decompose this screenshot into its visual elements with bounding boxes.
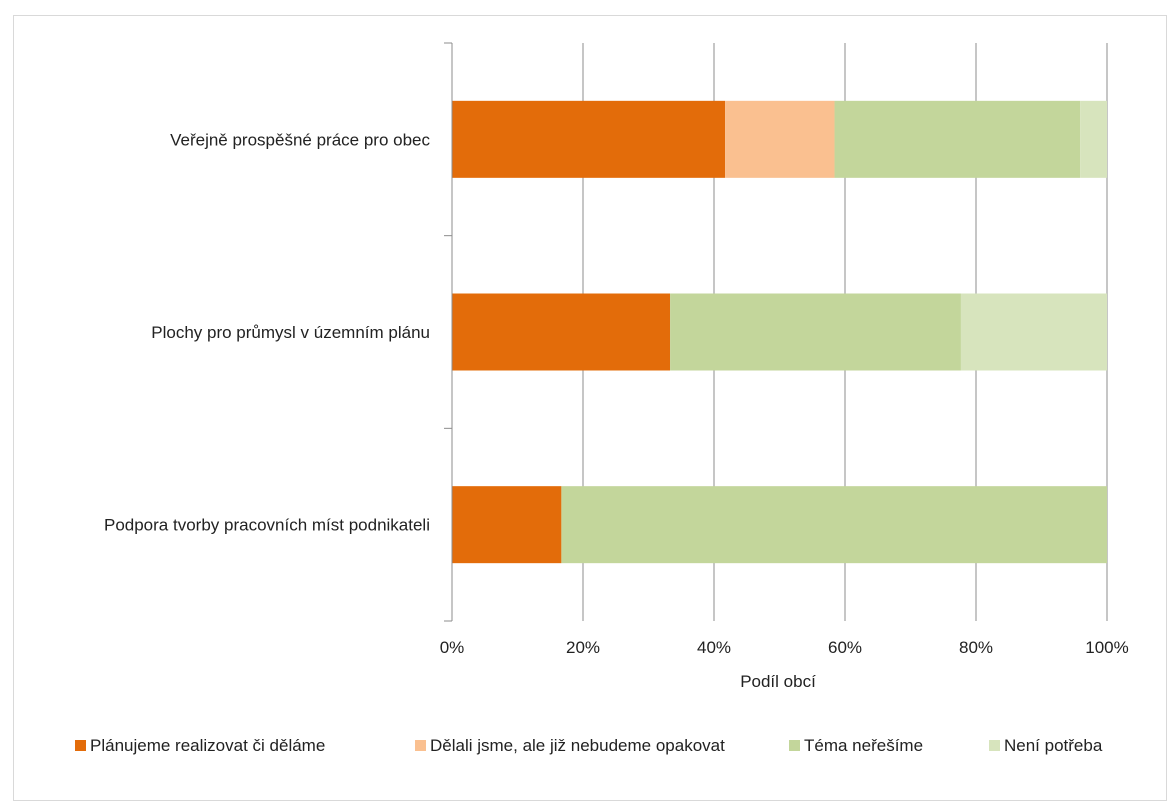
x-tick-label-3: 60% bbox=[828, 638, 862, 657]
category-label-1: Veřejně prospěšné práce pro obec bbox=[170, 130, 430, 149]
bar-neni-potreba-2 bbox=[960, 293, 1107, 371]
legend-item-delali-jsme-ale-jiz-nebudeme-opakovat: Dělali jsme, ale již nebudeme opakovat bbox=[415, 736, 725, 755]
category-label-3: Podpora tvorby pracovních míst podnikate… bbox=[104, 516, 430, 535]
x-axis-title: Podíl obcí bbox=[740, 672, 816, 691]
legend-swatch bbox=[75, 740, 86, 751]
bar-planujeme-realizovat-ci-delame-2 bbox=[452, 293, 671, 371]
chart-frame: Veřejně prospěšné práce pro obec Plochy p… bbox=[13, 15, 1167, 801]
category-labels: Veřejně prospěšné práce pro obec Plochy p… bbox=[104, 130, 431, 534]
bar-tema-neresime-3 bbox=[561, 486, 1107, 564]
legend-label: Téma neřešíme bbox=[804, 736, 923, 755]
legend-item-neni-potreba: Není potřeba bbox=[989, 736, 1103, 755]
x-tick-label-4: 80% bbox=[959, 638, 993, 657]
bar-planujeme-realizovat-ci-delame-3 bbox=[452, 486, 562, 564]
bar-neni-potreba-1 bbox=[1080, 100, 1107, 178]
category-label-2: Plochy pro průmysl v územním plánu bbox=[151, 323, 430, 342]
legend: Plánujeme realizovat či děláme Dělali jsm… bbox=[75, 736, 1103, 755]
category-axis bbox=[444, 42, 453, 622]
stacked-bar-chart: Veřejně prospěšné práce pro obec Plochy p… bbox=[75, 42, 1129, 755]
legend-label: Dělali jsme, ale již nebudeme opakovat bbox=[430, 736, 725, 755]
legend-swatch bbox=[989, 740, 1000, 751]
x-tick-label-5: 100% bbox=[1085, 638, 1128, 657]
bars bbox=[452, 100, 1107, 564]
legend-item-tema-neresime: Téma neřešíme bbox=[789, 736, 923, 755]
bar-delali-jsme-ale-jiz-nebudeme-opakovat-1 bbox=[725, 100, 835, 178]
x-tick-labels: 0% 20% 40% 60% 80% 100% bbox=[440, 638, 1129, 657]
legend-swatch bbox=[789, 740, 800, 751]
x-tick-label-2: 40% bbox=[697, 638, 731, 657]
legend-label: Není potřeba bbox=[1004, 736, 1103, 755]
x-tick-label-0: 0% bbox=[440, 638, 465, 657]
bar-tema-neresime-2 bbox=[670, 293, 961, 371]
legend-swatch bbox=[415, 740, 426, 751]
bar-tema-neresime-1 bbox=[834, 100, 1081, 178]
x-tick-label-1: 20% bbox=[566, 638, 600, 657]
bar-planujeme-realizovat-ci-delame-1 bbox=[452, 100, 726, 178]
legend-item-planujeme-realizovat-ci-delame: Plánujeme realizovat či děláme bbox=[75, 736, 325, 755]
legend-label: Plánujeme realizovat či děláme bbox=[90, 736, 325, 755]
